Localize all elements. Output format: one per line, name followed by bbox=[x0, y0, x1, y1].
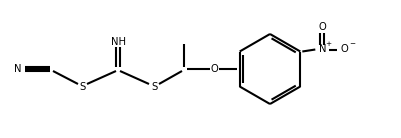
Text: NH: NH bbox=[111, 37, 126, 47]
Text: O: O bbox=[340, 44, 348, 55]
Text: N: N bbox=[318, 44, 326, 55]
Text: −: − bbox=[349, 40, 355, 47]
Text: N: N bbox=[14, 64, 22, 74]
Text: S: S bbox=[151, 82, 157, 92]
Text: O: O bbox=[318, 22, 326, 33]
Text: S: S bbox=[79, 82, 85, 92]
Text: +: + bbox=[325, 40, 331, 47]
Text: O: O bbox=[210, 64, 218, 74]
